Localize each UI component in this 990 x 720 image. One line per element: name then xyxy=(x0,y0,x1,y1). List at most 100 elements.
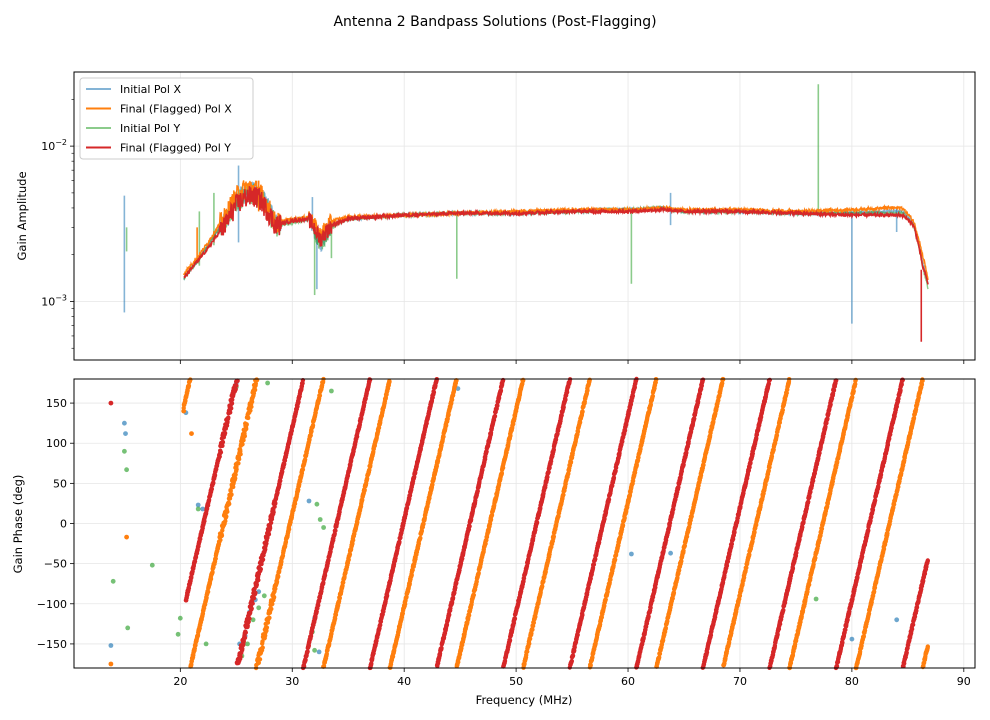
phase-point-final-pol-x xyxy=(530,627,535,632)
phase-point-final-pol-x xyxy=(286,527,292,532)
phase-point-final-pol-x xyxy=(310,423,316,428)
phase-point-final-pol-y xyxy=(258,566,263,572)
phase-point-final-pol-x xyxy=(418,535,423,541)
phase-point-final-pol-x xyxy=(228,488,233,494)
phase-point-initial-pol-y xyxy=(329,388,334,394)
phase-point-final-pol-x xyxy=(577,420,583,425)
phase-point-final-pol-y xyxy=(256,577,261,583)
phase-point-final-pol-x xyxy=(246,415,251,421)
phase-point-final-pol-x xyxy=(300,467,306,472)
legend-box xyxy=(79,77,254,160)
phase-point-final-pol-x xyxy=(271,594,277,600)
phase-point-final-pol-x xyxy=(223,518,228,524)
amplitude-y-tick-exponent: −3 xyxy=(55,293,67,302)
phase-point-final-pol-x xyxy=(244,426,249,432)
phase-point-final-pol-x xyxy=(350,537,356,543)
phase-point-final-pol-x xyxy=(227,501,232,507)
phase-point-final-pol-x xyxy=(434,464,439,469)
phase-point-initial-pol-y xyxy=(245,641,250,647)
phase-point-final-pol-x xyxy=(234,467,239,472)
phase-point-final-pol-y xyxy=(220,439,226,445)
figure-title: Antenna 2 Bandpass Solutions (Post-Flagg… xyxy=(333,14,656,30)
phase-point-final-pol-y xyxy=(271,510,276,515)
phase-point-final-pol-y xyxy=(249,606,254,611)
phase-point-final-pol-x xyxy=(269,606,274,612)
phase-point-initial-pol-y xyxy=(177,615,183,621)
phase-point-final-pol-x xyxy=(276,574,281,579)
phase-grid xyxy=(74,379,975,668)
phase-point-final-pol-x xyxy=(441,434,446,439)
phase-point-final-pol-x xyxy=(488,517,494,522)
legend-label-final-pol-y: Final (Flagged) Pol Y xyxy=(120,142,231,155)
phase-point-final-pol-y xyxy=(238,654,243,659)
phase-point-final-pol-x xyxy=(302,457,308,462)
phase-point-final-pol-x xyxy=(446,412,451,417)
phase-point-final-pol-y xyxy=(512,616,518,621)
phase-point-final-pol-x xyxy=(219,533,225,538)
phase-point-final-pol-y xyxy=(228,410,233,415)
phase-point-final-pol-x xyxy=(205,589,211,594)
phase-point-initial-pol-x xyxy=(200,506,206,512)
phase-point-initial-pol-y xyxy=(314,501,320,507)
phase-point-final-pol-x xyxy=(267,615,272,620)
phase-point-initial-pol-y xyxy=(125,625,131,631)
phase-point-initial-pol-y xyxy=(312,647,317,653)
phase-point-final-pol-x xyxy=(244,422,249,427)
phase-point-final-pol-x xyxy=(466,613,472,618)
phase-point-final-pol-y xyxy=(253,590,258,595)
phase-point-final-pol-x xyxy=(260,645,265,650)
amplitude-series-final-pol-x xyxy=(183,180,929,281)
phase-point-final-pol-x xyxy=(459,646,464,651)
phase-point-initial-pol-y xyxy=(250,617,256,623)
phase-point-final-pol-x xyxy=(332,616,338,621)
phase-point-final-pol-x xyxy=(264,628,269,633)
phase-point-final-pol-x xyxy=(925,644,930,649)
phase-point-final-pol-x xyxy=(241,438,246,443)
phase-point-final-pol-x xyxy=(242,433,247,439)
legend-label-initial-pol-x: Initial Pol X xyxy=(120,83,181,96)
phase-point-final-pol-x xyxy=(499,470,504,476)
phase-point-final-pol-y xyxy=(240,646,245,651)
phase-point-final-pol-x xyxy=(355,520,360,525)
phase-point-final-pol-y xyxy=(250,601,255,606)
phase-point-final-pol-x xyxy=(233,476,238,481)
phase-point-final-pol-x xyxy=(853,377,858,383)
amplitude-axes-frame xyxy=(73,71,976,361)
phase-point-initial-pol-y xyxy=(122,448,127,454)
phase-point-final-pol-y xyxy=(273,501,278,506)
phase-point-final-pol-y xyxy=(492,413,498,419)
phase-point-final-pol-x xyxy=(580,409,585,414)
amplitude-plot-area xyxy=(123,84,929,342)
phase-point-final-pol-x xyxy=(362,487,367,493)
phase-point-final-pol-y xyxy=(606,497,612,502)
phase-point-final-pol-y xyxy=(234,383,239,388)
phase-point-final-pol-x xyxy=(540,584,545,589)
phase-point-initial-pol-x xyxy=(306,498,312,504)
phase-point-final-pol-x xyxy=(231,484,236,490)
phase-point-initial-pol-x xyxy=(195,502,201,508)
phase-point-final-pol-x xyxy=(210,569,215,575)
phase-point-final-pol-x xyxy=(449,397,455,402)
phase-point-final-pol-x xyxy=(587,377,592,382)
phase-point-final-pol-x xyxy=(430,482,435,487)
legend-label-initial-pol-y: Initial Pol Y xyxy=(120,122,180,135)
phase-point-initial-pol-x xyxy=(123,431,128,436)
phase-point-final-pol-x xyxy=(218,537,223,543)
amplitude-y-tick-exponent: −2 xyxy=(55,138,67,147)
amplitude-y-tick-label: 10−3 xyxy=(41,293,67,308)
phase-point-initial-pol-y xyxy=(149,562,155,568)
phase-point-final-pol-x xyxy=(270,601,275,607)
phase-point-final-pol-x xyxy=(257,657,263,662)
phase-point-final-pol-x xyxy=(508,433,513,438)
phase-point-initial-pol-y xyxy=(195,506,201,512)
phase-point-final-pol-y xyxy=(226,415,231,420)
phase-point-initial-pol-x xyxy=(668,550,673,556)
phase-point-final-pol-x xyxy=(252,387,258,393)
phase-point-final-pol-y xyxy=(222,430,228,436)
phase-point-initial-pol-y xyxy=(256,605,262,611)
phase-point-final-pol-x xyxy=(225,509,230,514)
phase-point-final-pol-x xyxy=(337,595,342,600)
phase-point-final-pol-y xyxy=(580,612,585,618)
